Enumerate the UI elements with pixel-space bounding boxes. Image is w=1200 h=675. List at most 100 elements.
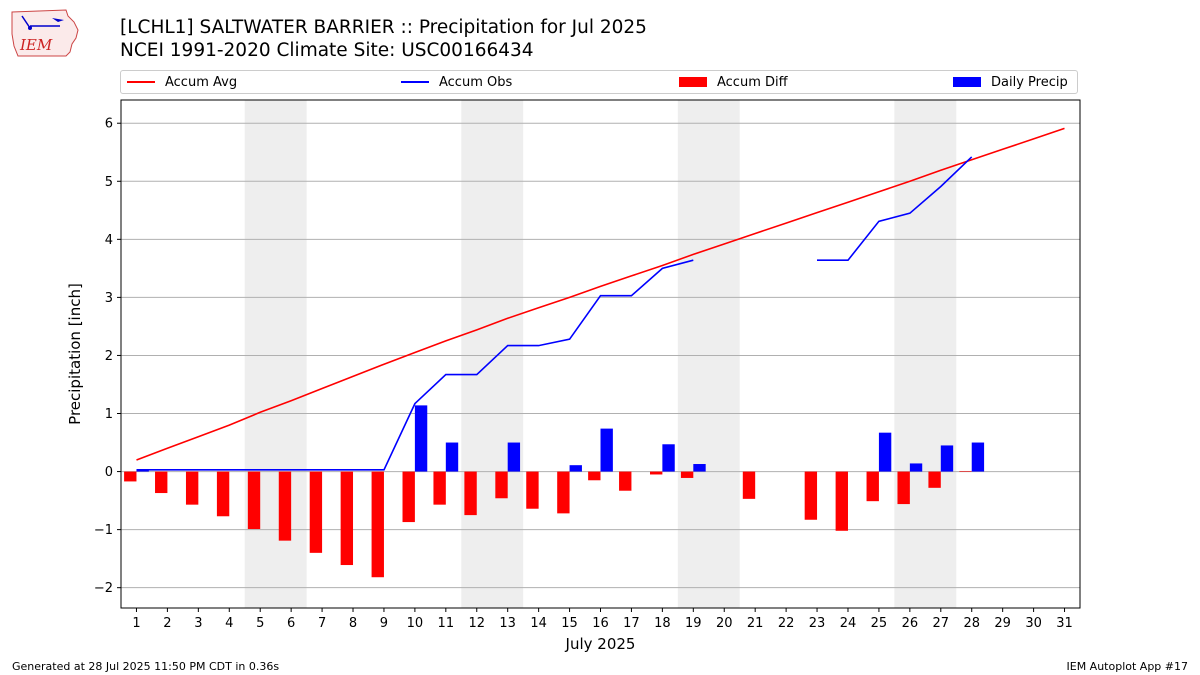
- daily-precip-bar: [445, 442, 459, 472]
- legend-swatch-daily-precip: [953, 77, 981, 87]
- x-tick-label: 30: [1025, 616, 1042, 631]
- y-tick-label: 1: [105, 407, 113, 422]
- logo-text: IEM: [19, 36, 53, 54]
- app-credit: IEM Autoplot App #17: [1066, 660, 1189, 673]
- x-tick-label: 2: [163, 616, 171, 631]
- x-tick-label: 20: [716, 616, 733, 631]
- x-tick-label: 18: [654, 616, 671, 631]
- x-tick-label: 19: [685, 616, 702, 631]
- plot-frame: [120, 99, 1081, 609]
- legend-item-accum-obs: Accum Obs: [401, 71, 512, 93]
- accum-diff-bar: [866, 471, 879, 502]
- daily-precip-bar: [600, 428, 613, 472]
- accum-diff-bar: [247, 471, 261, 530]
- x-tick-label: 29: [994, 616, 1011, 631]
- accum-diff-bar: [309, 471, 323, 553]
- x-tick-label: 9: [380, 616, 388, 631]
- x-tick-label: 10: [407, 616, 424, 631]
- accum-diff-bar: [124, 471, 137, 482]
- weekend-band-1: [461, 100, 524, 608]
- x-tick-label: 12: [468, 616, 485, 631]
- x-tick-label: 8: [349, 616, 357, 631]
- accum-diff-bar: [464, 471, 477, 516]
- x-tick-label: 17: [623, 616, 640, 631]
- daily-precip-bar: [662, 444, 675, 472]
- daily-precip-bar: [414, 405, 428, 472]
- x-tick-label: 27: [933, 616, 950, 631]
- x-tick-label: 26: [902, 616, 919, 631]
- x-tick-label: 25: [871, 616, 888, 631]
- daily-precip-bar: [971, 442, 985, 472]
- x-tick-label: 31: [1056, 616, 1073, 631]
- accum-diff-bar: [402, 471, 415, 523]
- weekend-band-2: [677, 100, 740, 608]
- legend-swatch-accum-avg: [127, 81, 155, 83]
- x-tick-label: 4: [225, 616, 233, 631]
- accum-diff-bar: [680, 471, 694, 478]
- y-tick-label: 4: [105, 233, 113, 248]
- x-tick-label: 22: [778, 616, 795, 631]
- legend-label-accum-diff: Accum Diff: [717, 74, 788, 90]
- accum-diff-bar: [928, 471, 941, 488]
- iem-logo: IEM: [11, 9, 79, 57]
- x-tick-label: 16: [592, 616, 609, 631]
- y-axis-label: Precipitation [inch]: [66, 283, 84, 425]
- y-tick-label: 3: [105, 291, 113, 306]
- y-tick-label: −1: [94, 523, 113, 538]
- x-tick-label: 6: [287, 616, 295, 631]
- accum-diff-bar: [155, 471, 168, 494]
- legend-item-daily-precip: Daily Precip: [953, 71, 1068, 93]
- accum-diff-bar: [649, 471, 663, 475]
- legend-label-accum-obs: Accum Obs: [439, 74, 513, 90]
- x-tick-label: 15: [561, 616, 578, 631]
- x-tick-label: 3: [194, 616, 202, 631]
- daily-precip-bar: [909, 463, 923, 472]
- accum-obs-line: [136, 156, 973, 471]
- y-tick-label: 5: [105, 175, 113, 190]
- accum-diff-bar: [835, 471, 848, 531]
- weekend-band-0: [244, 100, 307, 608]
- accum-diff-bar: [588, 471, 601, 481]
- x-tick-label: 11: [438, 616, 455, 631]
- y-tick-label: −2: [94, 581, 113, 596]
- x-tick-label: 13: [499, 616, 516, 631]
- accum-diff-bar: [495, 471, 508, 499]
- accum-diff-bar: [959, 470, 972, 472]
- accum-diff-bar: [526, 471, 539, 509]
- accum-diff-bar: [216, 471, 230, 517]
- daily-precip-bar: [878, 432, 892, 472]
- x-tick-label: 23: [809, 616, 826, 631]
- chart-legend: Accum Avg Accum Obs Accum Diff Daily Pre…: [120, 70, 1078, 94]
- x-axis-label: July 2025: [565, 635, 636, 653]
- accum-diff-bar: [433, 471, 446, 505]
- chart-subtitle: NCEI 1991-2020 Climate Site: USC00166434: [120, 40, 534, 61]
- weekend-band-3: [894, 100, 957, 608]
- x-tick-label: 1: [132, 616, 140, 631]
- daily-precip-bar: [940, 445, 954, 472]
- accum-diff-bar: [897, 471, 910, 505]
- daily-precip-bar: [136, 469, 149, 472]
- legend-swatch-accum-diff: [679, 77, 707, 87]
- daily-precip-bar: [507, 442, 521, 472]
- y-tick-label: 0: [105, 465, 113, 480]
- x-tick-label: 28: [963, 616, 980, 631]
- legend-item-accum-diff: Accum Diff: [679, 71, 788, 93]
- accum-diff-bar: [804, 471, 818, 520]
- daily-precip-bar: [693, 464, 706, 472]
- x-tick-label: 5: [256, 616, 264, 631]
- accum-diff-bar: [278, 471, 292, 541]
- chart-title: [LCHL1] SALTWATER BARRIER :: Precipitati…: [120, 17, 647, 38]
- legend-item-accum-avg: Accum Avg: [127, 71, 237, 93]
- x-tick-label: 7: [318, 616, 326, 631]
- y-tick-label: 6: [105, 117, 113, 132]
- accum-avg-line: [136, 127, 1065, 461]
- legend-swatch-accum-obs: [401, 81, 429, 83]
- x-tick-label: 21: [747, 616, 764, 631]
- y-tick-label: 2: [105, 349, 113, 364]
- accum-diff-bar: [619, 471, 632, 491]
- x-tick-label: 14: [530, 616, 547, 631]
- accum-diff-bar: [557, 471, 570, 514]
- accum-diff-bar: [340, 471, 354, 566]
- generated-timestamp: Generated at 28 Jul 2025 11:50 PM CDT in…: [12, 660, 280, 673]
